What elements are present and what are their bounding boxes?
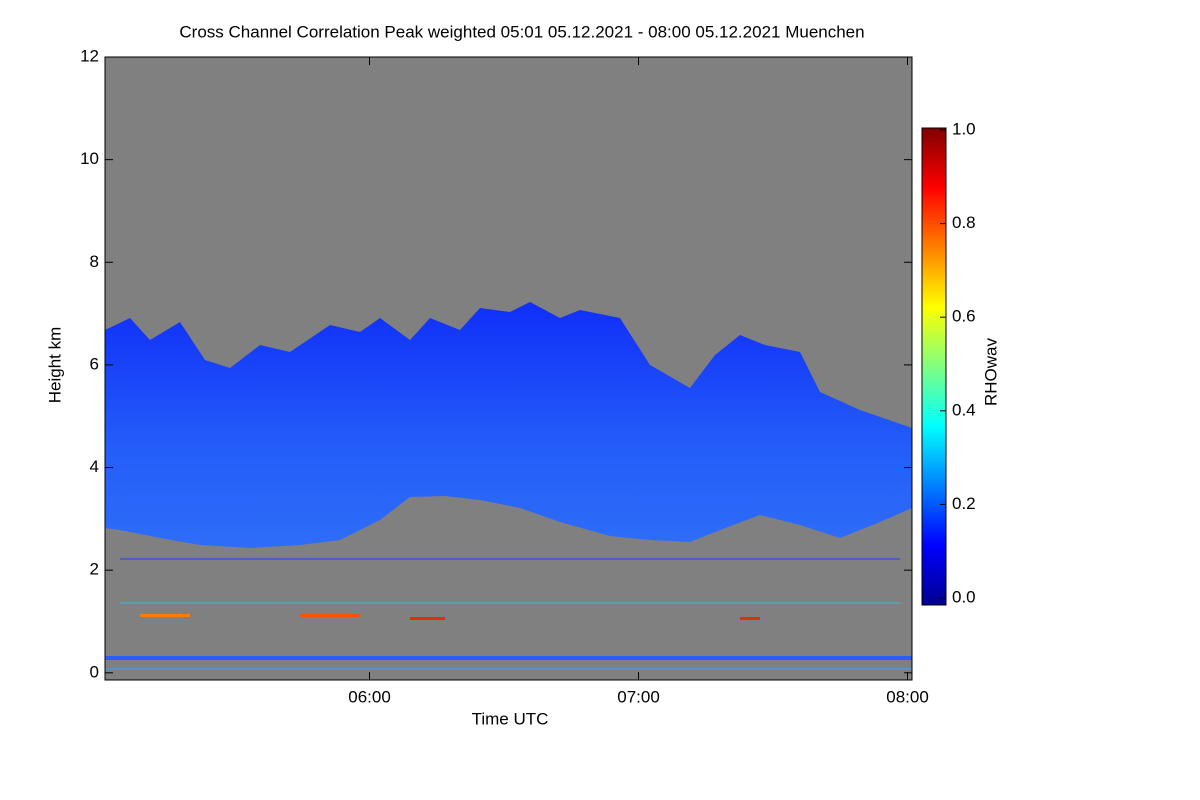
x-axis-label: Time UTC [472, 709, 549, 728]
y-tick-label: 6 [90, 354, 99, 373]
colorbar [921, 127, 947, 606]
y-tick-label: 2 [90, 560, 99, 579]
chart-title: Cross Channel Correlation Peak weighted … [179, 22, 864, 41]
colorbar-tick-label: 1.0 [952, 119, 976, 138]
x-tick-label: 06:00 [348, 687, 391, 706]
colorbar-tick-label: 0.2 [952, 494, 976, 513]
x-tick-label: 07:00 [617, 687, 660, 706]
y-tick-label: 4 [90, 457, 99, 476]
y-axis-label: Height km [45, 327, 64, 404]
colorbar-tick-label: 0.4 [952, 400, 976, 419]
x-tick-label: 08:00 [886, 687, 929, 706]
y-tick-label: 12 [80, 46, 99, 65]
y-tick-label: 8 [90, 252, 99, 271]
y-tick-label: 0 [90, 662, 99, 681]
colorbar-tick-label: 0.6 [952, 307, 976, 326]
cloud-field [105, 302, 912, 670]
colorbar-tick-label: 0.8 [952, 213, 976, 232]
y-tick-label: 10 [80, 149, 99, 168]
colorbar-label: RHOwav [981, 337, 1000, 406]
colorbar-tick-label: 0.0 [952, 587, 976, 606]
plot-frame [104, 56, 913, 681]
